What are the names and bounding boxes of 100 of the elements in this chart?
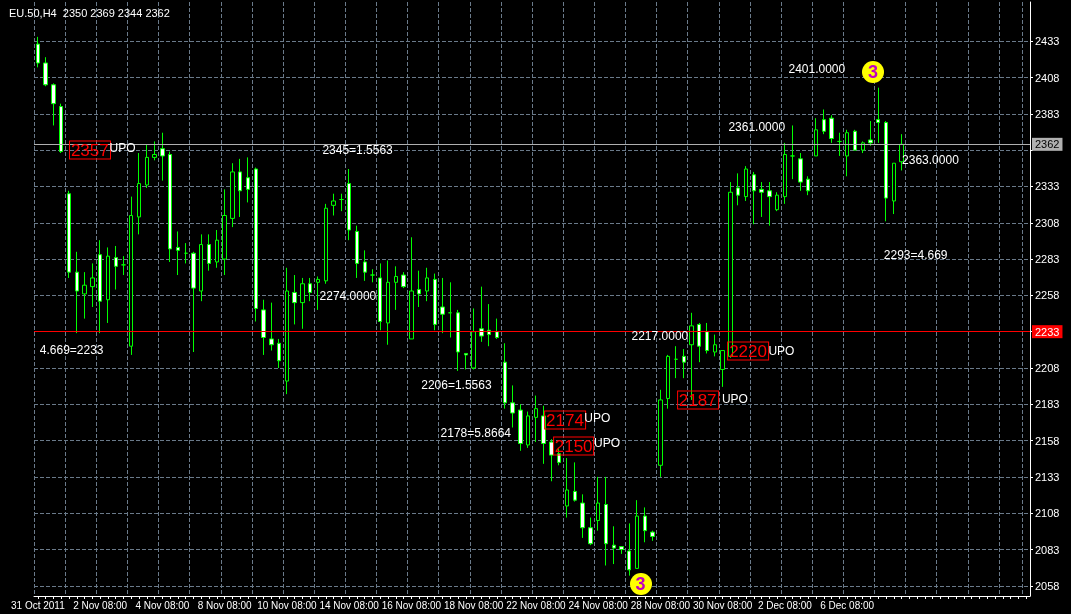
candlestick (261, 299, 266, 356)
annotation: 2206=1.5563 (421, 378, 492, 392)
x-tick-label: 28 Nov 08:00 (630, 599, 691, 611)
candlestick (518, 403, 523, 452)
annotation: UPO (768, 344, 795, 358)
y-tick-label: 2258 (1035, 289, 1060, 302)
candlestick (876, 87, 880, 144)
candlestick (798, 152, 803, 192)
candlestick (596, 476, 600, 532)
candlestick (339, 193, 344, 212)
candlestick (324, 203, 328, 285)
candlestick (43, 56, 48, 87)
candlestick (580, 493, 585, 539)
candlestick (355, 225, 359, 279)
candlestick (697, 322, 701, 363)
candlestick (230, 162, 235, 228)
y-tick-label: 2333 (1035, 180, 1060, 193)
annotation: 3 (635, 574, 646, 594)
candlestick (433, 273, 437, 331)
candlestick (378, 262, 382, 331)
x-tick-label: 31 Oct 2011 (11, 599, 66, 611)
candlestick (121, 255, 126, 276)
candlestick (207, 233, 211, 272)
candlestick (650, 530, 655, 542)
x-tick-label: 4 Nov 08:00 (135, 599, 190, 611)
candlestick (565, 457, 569, 519)
x-tick-label: 10 Nov 08:00 (257, 599, 318, 611)
candlestick (790, 124, 795, 180)
candlestick (114, 245, 118, 291)
candlestick (627, 522, 631, 577)
x-tick-label: 24 Nov 08:00 (568, 599, 629, 611)
annotation: 3 (868, 62, 879, 82)
candlestick (526, 411, 530, 449)
candlestick (814, 117, 818, 157)
candlestick (456, 309, 460, 372)
annotation: 4.669=2233 (39, 343, 104, 357)
annotation: UPO (721, 392, 748, 406)
x-tick-label: 14 Nov 08:00 (319, 599, 380, 611)
candlestick (604, 476, 608, 566)
candlestick (837, 132, 842, 157)
candlestick (90, 262, 95, 308)
candlestick (300, 277, 305, 330)
candlestick (184, 242, 188, 264)
candlestick (448, 281, 452, 338)
candlestick (752, 171, 756, 225)
candlestick (767, 181, 772, 227)
y-tick-label: 2133 (1035, 470, 1060, 483)
candlestick (75, 251, 79, 334)
candlestick (464, 352, 468, 370)
candlestick (363, 249, 367, 282)
candlestick (98, 239, 102, 334)
x-tick-label: 30 Nov 08:00 (692, 599, 753, 611)
candlestick (160, 132, 165, 182)
candlestick (713, 334, 717, 357)
candlestick (285, 267, 289, 395)
candlestick (541, 405, 546, 465)
y-tick-label: 2108 (1035, 507, 1060, 520)
candlestick (409, 236, 414, 340)
candlestick (471, 307, 476, 370)
candlestick (829, 114, 834, 144)
candlestick (495, 318, 499, 340)
candlestick (82, 271, 87, 320)
annotation: 2174 (544, 410, 586, 430)
candlestick (238, 158, 242, 218)
candlestick (145, 143, 149, 189)
candlestick (783, 142, 787, 205)
candlestick (67, 190, 71, 279)
annotation: 2217.0000 (631, 329, 689, 343)
candlestick (643, 506, 647, 543)
candlestick (549, 438, 554, 482)
annotation: UPO (594, 436, 621, 450)
y-tick-label: 2383 (1035, 107, 1060, 120)
candlestick (176, 230, 180, 276)
annotation: 2293=4.669 (883, 248, 948, 262)
annotation: 2187 (676, 390, 719, 410)
candlestick (806, 175, 810, 196)
candlestick (222, 188, 227, 276)
candlestick (705, 322, 709, 354)
annotation: 2150 (552, 436, 595, 456)
x-tick-label: 6 Dec 08:00 (820, 599, 875, 611)
y-tick-label: 2283 (1035, 253, 1060, 266)
y-tick-label: 2158 (1035, 434, 1060, 447)
candlestick (479, 286, 484, 343)
candlestick (588, 517, 593, 546)
candlestick (822, 108, 826, 135)
candlestick (892, 162, 896, 215)
candlestick (199, 233, 203, 302)
x-tick-label: 2 Dec 08:00 (757, 599, 813, 611)
y-tick-label: 2208 (1035, 361, 1060, 374)
candlestick (106, 246, 110, 324)
candlestick (36, 36, 40, 68)
candlestick (347, 168, 351, 241)
candlestick (736, 172, 740, 206)
candlestick (269, 302, 274, 352)
candlestick (254, 167, 258, 323)
candlestick (168, 151, 172, 263)
candlestick (845, 129, 849, 177)
candlestick (386, 260, 390, 346)
x-tick-label: 2 Nov 08:00 (73, 599, 128, 611)
y-tick-label: 2058 (1035, 579, 1060, 592)
